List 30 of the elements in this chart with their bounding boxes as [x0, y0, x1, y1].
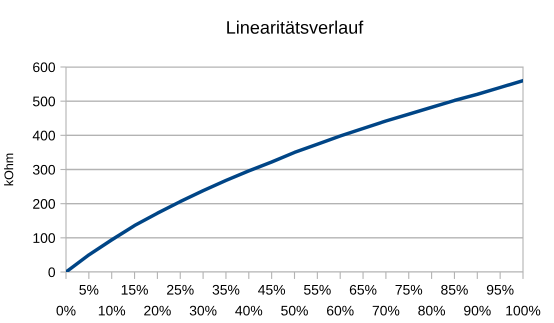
x-tick-label: 60%	[327, 306, 354, 316]
y-tick-label: 0	[48, 267, 56, 278]
x-tick-label: 10%	[98, 306, 126, 316]
x-tick-label: 5%	[79, 284, 98, 295]
y-tick-label: 500	[32, 96, 56, 106]
x-tick-label: 25%	[167, 284, 194, 295]
y-tick-label: 300	[32, 164, 56, 175]
y-tick-label: 400	[32, 130, 56, 141]
x-tick-label: 90%	[464, 306, 491, 316]
chart-title: Linearitätsverlauf	[227, 20, 364, 34]
x-tick-label: 20%	[144, 306, 171, 316]
y-tick-label: 100	[33, 233, 56, 244]
x-tick-label: 0%	[56, 306, 76, 316]
x-tick-label: 75%	[396, 284, 422, 295]
y-tick-label: 600	[33, 62, 56, 72]
x-tick-label: 55%	[304, 284, 331, 295]
x-tick-label: 70%	[372, 306, 400, 316]
x-tick-label: 45%	[258, 284, 286, 295]
x-tick-label: 80%	[418, 306, 446, 316]
x-tick-label: 95%	[486, 284, 514, 295]
x-tick-label: 50%	[281, 306, 308, 316]
x-tick-label: 35%	[212, 284, 240, 295]
x-tick-label: 85%	[441, 284, 468, 295]
y-tick-label: 200	[33, 199, 56, 209]
x-tick-label: 100%	[506, 306, 540, 316]
x-tick-label: 30%	[190, 306, 217, 316]
x-tick-label: 40%	[235, 306, 262, 316]
x-tick-label: 65%	[350, 284, 376, 295]
y-axis-title: kOhm	[4, 154, 14, 186]
x-tick-label: 15%	[122, 284, 148, 295]
